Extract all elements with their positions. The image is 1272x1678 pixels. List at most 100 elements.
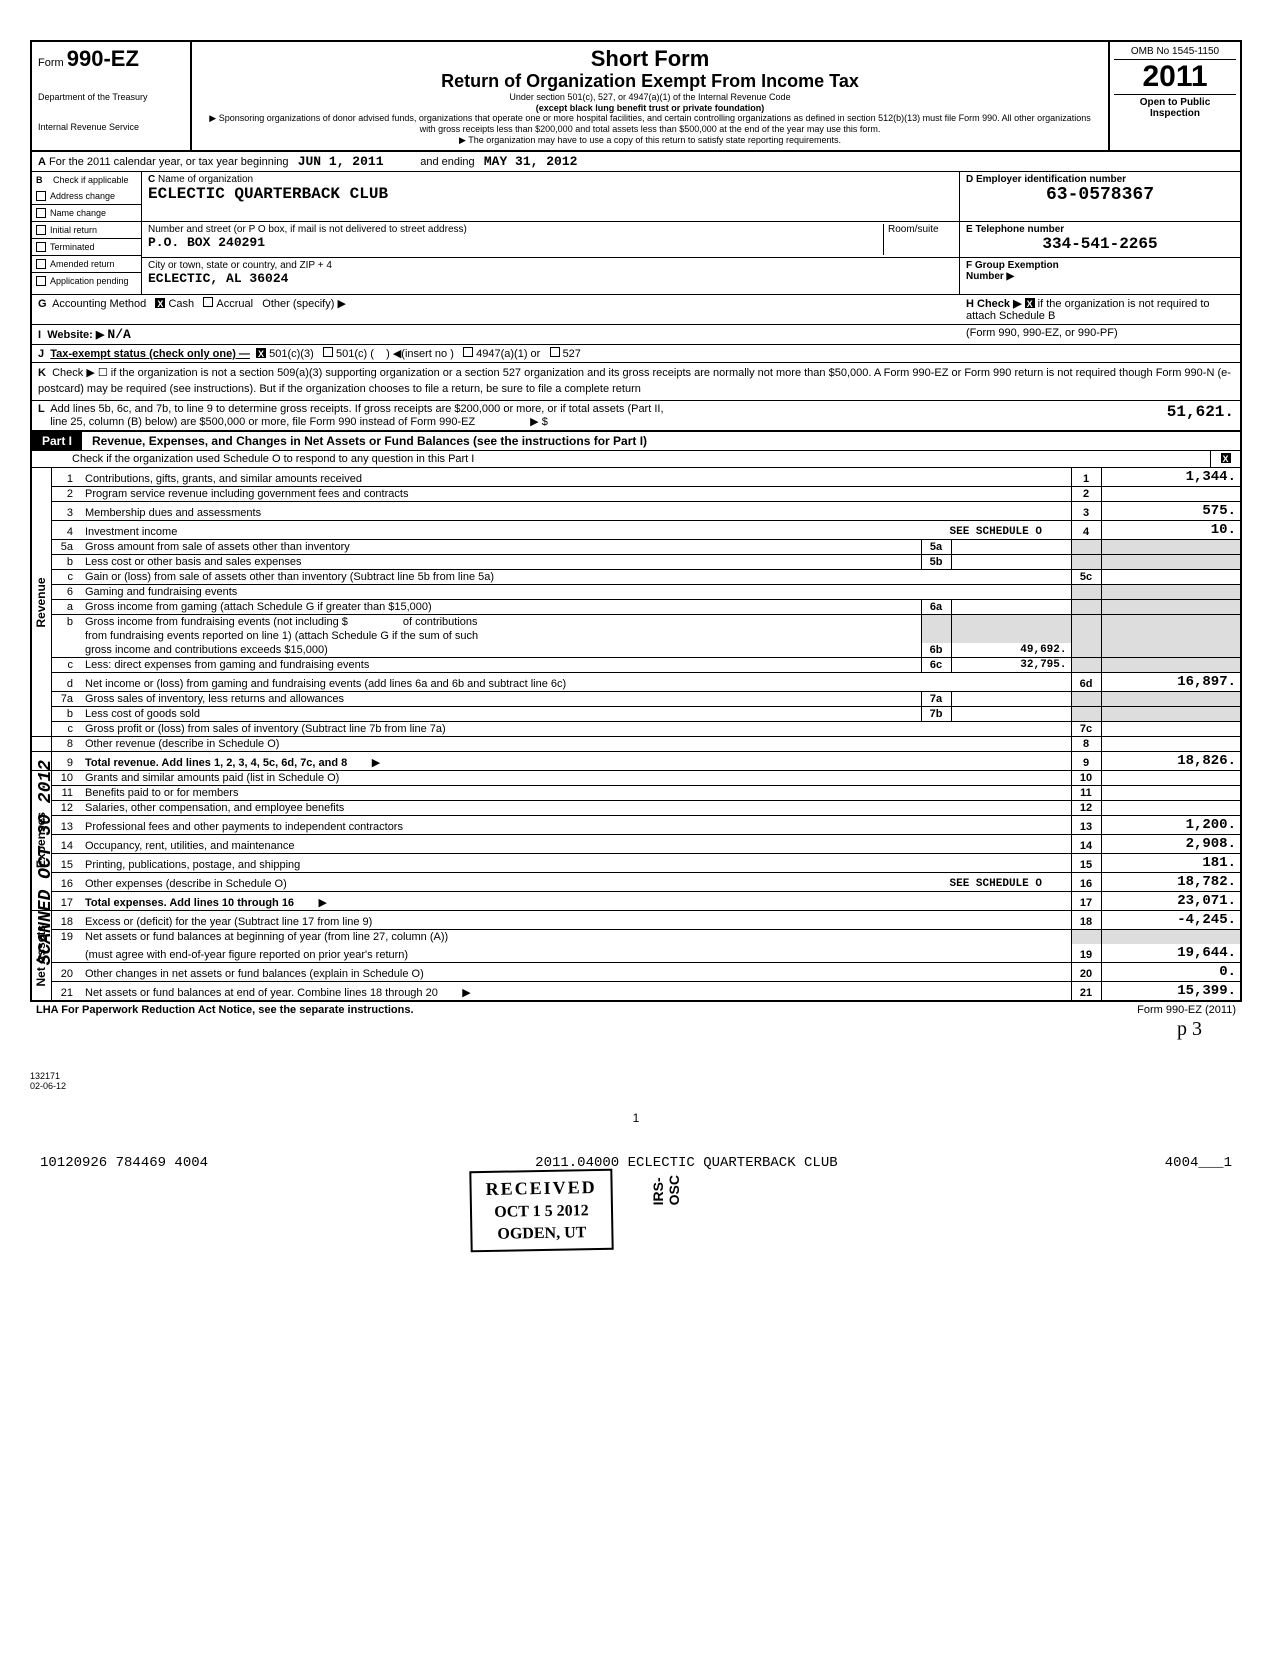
l1-amt: 1,344. xyxy=(1101,468,1241,487)
opt-501c-b: ) ◀(insert no ) xyxy=(386,348,454,360)
l6b-sh4 xyxy=(1101,614,1241,629)
l6b-sh6 xyxy=(951,629,1071,643)
accrual-label: Accrual xyxy=(216,298,253,310)
form-header: Form 990-EZ Department of the Treasury I… xyxy=(30,40,1242,152)
gross-receipts-amount: 51,621. xyxy=(1094,403,1234,428)
schedule-o-check-row: Check if the organization used Schedule … xyxy=(30,451,1242,468)
bottom-1: 10120926 784469 4004 xyxy=(40,1155,208,1171)
l3-amt: 575. xyxy=(1101,501,1241,520)
l6b-blank2 xyxy=(51,643,81,658)
city-state-zip: ECLECTIC, AL 36024 xyxy=(148,271,953,286)
subtitle-3: ▶ Sponsoring organizations of donor advi… xyxy=(202,113,1098,135)
bottom-line: 10120926 784469 4004 2011.04000 ECLECTIC… xyxy=(30,1155,1242,1171)
bottom-3: 4004___1 xyxy=(1165,1155,1232,1171)
part-1-label: Part I xyxy=(32,432,82,450)
l16-desc: Other expenses (describe in Schedule O) xyxy=(81,872,921,891)
l6b-sh2 xyxy=(951,614,1071,629)
l6b-mamt: 49,692. xyxy=(951,643,1071,658)
row-i: I Website: ▶ N/A (Form 990, 990-EZ, or 9… xyxy=(30,325,1242,345)
l7a-sh xyxy=(1071,691,1101,706)
l21-arrow: ▶ xyxy=(462,987,470,999)
opt-501c3: 501(c)(3) xyxy=(269,348,314,360)
name-label: Name of organization xyxy=(158,174,253,185)
l8-no: 8 xyxy=(51,736,81,751)
checkbox-amended[interactable] xyxy=(36,259,46,269)
l6b-desc1: Gross income from fundraising events (no… xyxy=(85,616,348,628)
l7c-no: c xyxy=(51,721,81,736)
group-exemption-number: Number ▶ xyxy=(966,271,1234,282)
l16-amt: 18,782. xyxy=(1101,872,1241,891)
l13-num: 13 xyxy=(1071,815,1101,834)
checkbox-schedule-o[interactable]: X xyxy=(1221,453,1231,463)
l12-amt xyxy=(1101,800,1241,815)
l17-amt: 23,071. xyxy=(1101,891,1241,910)
subtitle-4: ▶ The organization may have to use a cop… xyxy=(202,135,1098,146)
l6b-no: b xyxy=(51,614,81,629)
checkbox-accrual[interactable] xyxy=(203,297,213,307)
l15-amt: 181. xyxy=(1101,853,1241,872)
form-header-left: Form 990-EZ Department of the Treasury I… xyxy=(32,42,192,150)
row-l-text1: Add lines 5b, 6c, and 7b, to line 9 to d… xyxy=(50,403,663,415)
row-a: A For the 2011 calendar year, or tax yea… xyxy=(30,152,1242,172)
l5c-no: c xyxy=(51,569,81,584)
ein-value: 63-0578367 xyxy=(966,185,1234,205)
room-label: Room/suite xyxy=(888,224,953,235)
l1-no: 1 xyxy=(51,468,81,487)
l5c-desc: Gain or (loss) from sale of assets other… xyxy=(81,569,1071,584)
checkbox-527[interactable] xyxy=(550,347,560,357)
checkbox-501c3[interactable]: X xyxy=(256,348,266,358)
checkbox-cash[interactable]: X xyxy=(155,298,165,308)
phone-value: 334-541-2265 xyxy=(966,235,1234,253)
l6b-sh9 xyxy=(1071,643,1101,658)
received-loc: OGDEN, UT xyxy=(486,1224,597,1244)
label-l: L xyxy=(38,403,45,415)
checkbox-4947[interactable] xyxy=(463,347,473,357)
l5c-num: 5c xyxy=(1071,569,1101,584)
website-value: N/A xyxy=(107,327,130,342)
l6-no: 6 xyxy=(51,584,81,599)
footer-lha-row: LHA For Paperwork Reduction Act Notice, … xyxy=(30,1002,1242,1018)
tax-year: 2011 xyxy=(1114,60,1236,94)
lha-text: LHA For Paperwork Reduction Act Notice, … xyxy=(36,1004,414,1016)
l7a-no: 7a xyxy=(51,691,81,706)
l15-desc: Printing, publications, postage, and shi… xyxy=(81,853,1071,872)
checkbox-501c[interactable] xyxy=(323,347,333,357)
form-header-center: Short Form Return of Organization Exempt… xyxy=(192,42,1110,150)
l10-num: 10 xyxy=(1071,770,1101,785)
l21-no: 21 xyxy=(51,981,81,1001)
rev-spacer xyxy=(31,736,51,751)
checkbox-name-change[interactable] xyxy=(36,208,46,218)
checkbox-pending[interactable] xyxy=(36,276,46,286)
l6c-mamt: 32,795. xyxy=(951,657,1071,672)
l5a-shade2 xyxy=(1101,539,1241,554)
checkbox-h[interactable]: X xyxy=(1025,298,1035,308)
l5b-mamt xyxy=(951,554,1071,569)
l6c-shade2 xyxy=(1101,657,1241,672)
l19-sh2 xyxy=(1101,929,1241,944)
side-label-revenue: Revenue xyxy=(31,468,51,737)
l8-num: 8 xyxy=(1071,736,1101,751)
group-exemption-label: F Group Exemption xyxy=(966,260,1234,271)
l6a-desc: Gross income from gaming (attach Schedul… xyxy=(81,599,921,614)
l2-num: 2 xyxy=(1071,486,1101,501)
checkbox-terminated[interactable] xyxy=(36,242,46,252)
l8-amt xyxy=(1101,736,1241,751)
opt-501c: 501(c) ( xyxy=(336,348,374,360)
l7c-desc: Gross profit or (loss) from sales of inv… xyxy=(81,721,1071,736)
chk-label-3: Terminated xyxy=(50,242,95,252)
l6b-sh8 xyxy=(1101,629,1241,643)
part-1-table: Revenue 1 Contributions, gifts, grants, … xyxy=(30,468,1242,1002)
l6b-sh3 xyxy=(1071,614,1101,629)
l16-see: SEE SCHEDULE O xyxy=(921,872,1071,891)
chk-label-4: Amended return xyxy=(50,259,115,269)
l6c-mno: 6c xyxy=(921,657,951,672)
l6a-mno: 6a xyxy=(921,599,951,614)
l12-num: 12 xyxy=(1071,800,1101,815)
l5b-shade2 xyxy=(1101,554,1241,569)
l20-num: 20 xyxy=(1071,962,1101,981)
l3-num: 3 xyxy=(1071,501,1101,520)
checkbox-initial-return[interactable] xyxy=(36,225,46,235)
checkbox-address-change[interactable] xyxy=(36,191,46,201)
l12-desc: Salaries, other compensation, and employ… xyxy=(81,800,1071,815)
label-b: B xyxy=(36,175,43,185)
